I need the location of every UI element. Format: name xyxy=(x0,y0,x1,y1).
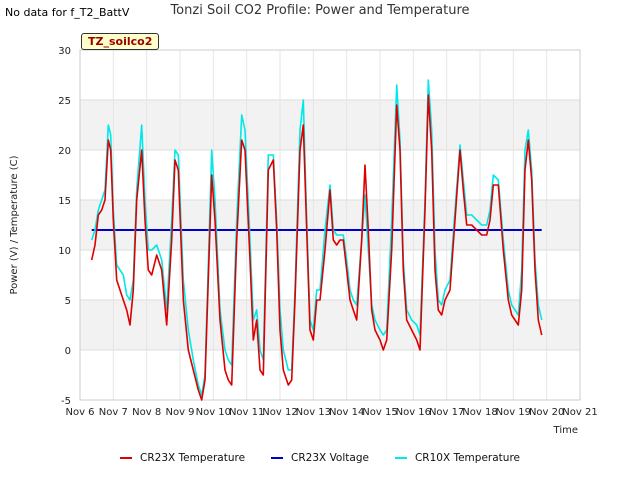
legend-label-cr23x-voltage: CR23X Voltage xyxy=(291,452,369,464)
y-tick-label: 15 xyxy=(58,196,71,207)
plot-band xyxy=(80,50,580,100)
plot-band xyxy=(80,300,580,350)
legend: CR23X Temperature CR23X Voltage CR10X Te… xyxy=(0,452,640,464)
legend-swatch-cr23x-voltage xyxy=(271,457,284,459)
y-tick-label: 0 xyxy=(65,346,71,357)
y-tick-label: 30 xyxy=(58,46,71,57)
plot-band xyxy=(80,200,580,250)
y-tick-labels: -5 0 5 10 15 20 25 30 xyxy=(58,46,71,407)
plot-band xyxy=(80,100,580,150)
y-axis-label: Power (V) / Temperature (C) xyxy=(9,155,20,294)
legend-item-cr23x-voltage: CR23X Voltage xyxy=(271,452,369,464)
y-tick-label: 10 xyxy=(58,246,71,257)
x-tick-label: Nov 19 xyxy=(496,407,531,418)
chart-title: Tonzi Soil CO2 Profile: Power and Temper… xyxy=(170,3,470,18)
x-tick-label: Nov 17 xyxy=(429,407,464,418)
legend-label-cr23x-temperature: CR23X Temperature xyxy=(140,452,246,464)
x-tick-label: Nov 11 xyxy=(229,407,264,418)
x-tick-label: Nov 18 xyxy=(462,407,497,418)
x-tick-label: Nov 16 xyxy=(396,407,431,418)
plot-bands xyxy=(80,50,580,400)
legend-swatch-cr10x-temperature xyxy=(394,457,407,459)
legend-item-cr23x-temperature: CR23X Temperature xyxy=(120,452,245,464)
plot-band xyxy=(80,350,580,400)
x-axis-label: Time xyxy=(553,425,578,436)
x-tick-label: Nov 8 xyxy=(132,407,161,418)
x-tick-label: Nov 15 xyxy=(362,407,397,418)
series-line-cr23x-temperature xyxy=(90,94,543,401)
x-tick-label: Nov 12 xyxy=(262,407,297,418)
x-tick-label: Nov 7 xyxy=(99,407,128,418)
x-tick-label: Nov 14 xyxy=(329,407,364,418)
no-data-note: No data for f_T2_BattV xyxy=(5,6,130,19)
legend-item-cr10x-temperature: CR10X Temperature xyxy=(394,452,520,464)
y-tick-label: 25 xyxy=(58,96,71,107)
legend-swatch-cr23x-temperature xyxy=(120,457,133,459)
legend-label-cr10x-temperature: CR10X Temperature xyxy=(414,452,520,464)
x-tick-label: Nov 9 xyxy=(165,407,194,418)
x-tick-label: Nov 13 xyxy=(296,407,331,418)
series-lines xyxy=(90,79,543,401)
series-line-cr10x-temperature xyxy=(90,79,543,396)
y-tick-label: 5 xyxy=(65,296,71,307)
plot-frame xyxy=(79,49,581,401)
x-tick-label: Nov 21 xyxy=(562,407,597,418)
y-tick-label: 20 xyxy=(58,146,71,157)
x-tick-label: Nov 6 xyxy=(65,407,94,418)
y-tick-label: -5 xyxy=(61,396,71,407)
site-badge: TZ_soilco2 xyxy=(81,33,160,50)
x-tick-label: Nov 10 xyxy=(196,407,231,418)
x-tick-label: Nov 20 xyxy=(529,407,564,418)
